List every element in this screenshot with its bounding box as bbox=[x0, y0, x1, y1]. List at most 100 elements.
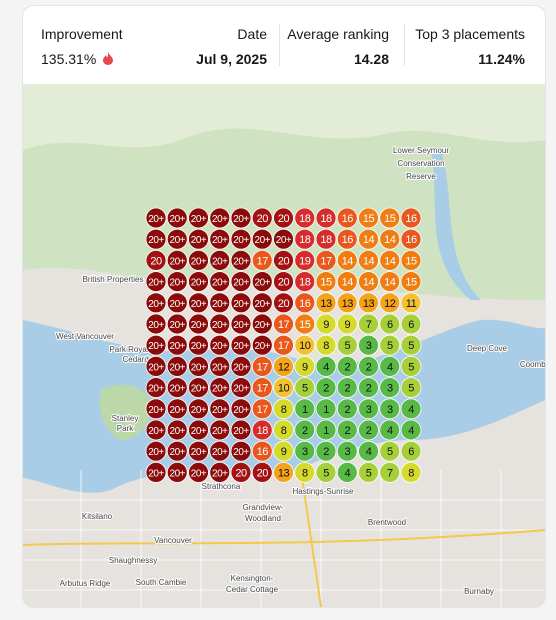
rank-dot bbox=[230, 461, 252, 483]
rank-label: 20+ bbox=[148, 235, 164, 246]
rank-label: 20+ bbox=[170, 320, 186, 331]
rank-label: 1 bbox=[323, 425, 329, 437]
rank-dot bbox=[230, 398, 252, 420]
rank-dot bbox=[294, 398, 316, 420]
rank-label: 20+ bbox=[233, 278, 249, 289]
rank-label: 20+ bbox=[276, 235, 292, 246]
divider bbox=[404, 24, 405, 66]
rank-label: 20+ bbox=[212, 320, 228, 331]
rank-dot bbox=[166, 207, 188, 229]
rank-label: 16 bbox=[257, 446, 269, 458]
rank-label: 20+ bbox=[212, 214, 228, 225]
rank-label: 10 bbox=[299, 340, 311, 352]
rank-label: 13 bbox=[342, 298, 354, 310]
rank-label: 3 bbox=[366, 340, 372, 352]
rank-dot bbox=[315, 313, 337, 335]
rank-label: 18 bbox=[299, 277, 311, 289]
rank-dot bbox=[145, 398, 167, 420]
rank-dot bbox=[315, 440, 337, 462]
rank-dot bbox=[294, 207, 316, 229]
rank-label: 20+ bbox=[212, 426, 228, 437]
rank-dot bbox=[294, 355, 316, 377]
stat: Improvement 135.31% bbox=[41, 26, 123, 67]
rank-label: 20+ bbox=[233, 341, 249, 352]
rank-dot bbox=[400, 461, 422, 483]
rank-dot bbox=[294, 271, 316, 293]
rank-label: 2 bbox=[323, 383, 329, 395]
rank-dot bbox=[379, 292, 401, 314]
rank-label: 19 bbox=[299, 255, 311, 267]
rank-dot bbox=[209, 271, 231, 293]
rank-label: 2 bbox=[323, 446, 329, 458]
rank-label: 15 bbox=[384, 213, 396, 225]
rank-label: 2 bbox=[366, 425, 372, 437]
rank-dot bbox=[251, 440, 273, 462]
rank-label: 20+ bbox=[170, 278, 186, 289]
rank-label: 20+ bbox=[148, 405, 164, 416]
rank-label: 15 bbox=[405, 255, 417, 267]
rank-label: 20+ bbox=[191, 235, 207, 246]
rank-dot bbox=[188, 228, 209, 250]
rank-dot bbox=[336, 398, 358, 420]
rank-dot bbox=[166, 398, 188, 420]
rank-label: 2 bbox=[302, 425, 308, 437]
rank-dot bbox=[188, 292, 209, 314]
divider bbox=[279, 24, 280, 66]
rank-dot bbox=[315, 377, 337, 399]
rank-label: 20+ bbox=[170, 341, 186, 352]
rank-dot bbox=[230, 440, 252, 462]
rank-label: 2 bbox=[344, 404, 350, 416]
rank-dot bbox=[379, 313, 401, 335]
rank-label: 20+ bbox=[233, 299, 249, 310]
rank-dot bbox=[358, 292, 379, 314]
rank-dot bbox=[230, 271, 252, 293]
rank-dot bbox=[145, 313, 167, 335]
stat-value: Jul 9, 2025 bbox=[196, 51, 267, 67]
rank-dot bbox=[166, 313, 188, 335]
rank-dot bbox=[315, 334, 337, 356]
rank-label: 20+ bbox=[233, 405, 249, 416]
rank-dot bbox=[273, 292, 294, 314]
rank-dot bbox=[379, 377, 401, 399]
rank-dot bbox=[358, 419, 379, 441]
rank-label: 2 bbox=[344, 361, 350, 373]
rank-label: 20+ bbox=[255, 320, 271, 331]
rank-label: 17 bbox=[320, 255, 332, 267]
rank-label: 16 bbox=[342, 213, 354, 225]
rank-dot bbox=[273, 334, 294, 356]
map-label: British Properties bbox=[83, 275, 144, 284]
rank-dot bbox=[251, 461, 273, 483]
rank-dot bbox=[294, 419, 316, 441]
rank-label: 20+ bbox=[233, 426, 249, 437]
rank-label: 5 bbox=[302, 383, 308, 395]
rank-dot bbox=[188, 377, 209, 399]
rank-label: 20+ bbox=[170, 405, 186, 416]
rank-label: 9 bbox=[323, 319, 329, 331]
rank-dot bbox=[400, 355, 422, 377]
rank-label: 15 bbox=[320, 277, 332, 289]
rank-label: 20+ bbox=[170, 362, 186, 373]
stat: Date Jul 9, 2025 bbox=[196, 26, 267, 67]
rank-dot bbox=[166, 440, 188, 462]
map-label: Shaughnessy bbox=[109, 556, 157, 565]
rank-dot bbox=[251, 419, 273, 441]
rank-label: 18 bbox=[320, 234, 332, 246]
rank-dot bbox=[400, 207, 422, 229]
rank-dot bbox=[230, 292, 252, 314]
rank-label: 12 bbox=[278, 361, 290, 373]
rank-label: 7 bbox=[366, 319, 372, 331]
map-label: Vancouver bbox=[154, 536, 192, 545]
rank-dot bbox=[400, 377, 422, 399]
rank-label: 18 bbox=[299, 213, 311, 225]
rank-label: 20+ bbox=[212, 405, 228, 416]
rank-label: 17 bbox=[257, 383, 269, 395]
rank-label: 15 bbox=[299, 319, 311, 331]
rank-dot bbox=[251, 334, 273, 356]
rank-label: 20+ bbox=[191, 362, 207, 373]
map-label: Woodland bbox=[245, 514, 281, 523]
rank-label: 5 bbox=[387, 446, 393, 458]
rank-label: 20+ bbox=[148, 426, 164, 437]
rank-label: 6 bbox=[408, 446, 414, 458]
